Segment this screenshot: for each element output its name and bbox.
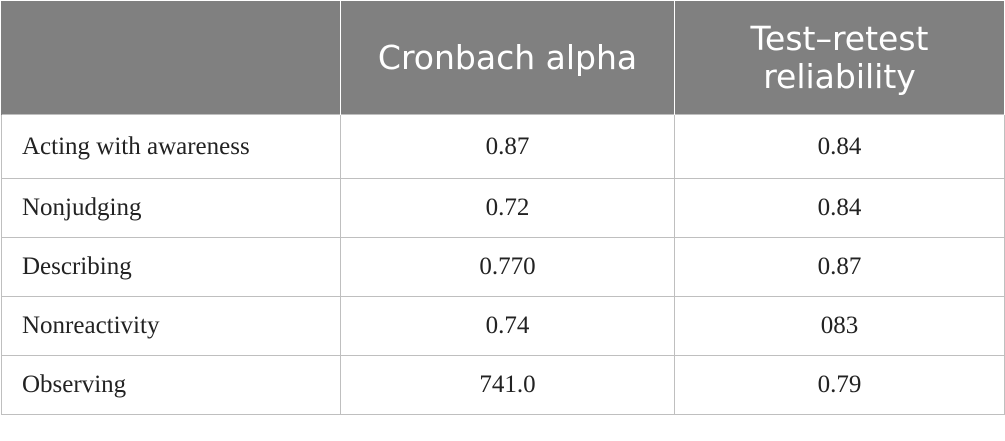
header-cell-test-retest: Test–retest reliability (674, 1, 1005, 115)
test-retest-value: 0.79 (674, 355, 1005, 415)
test-retest-value: 0.84 (674, 178, 1005, 238)
table-row: Nonreactivity 0.74 083 (1, 296, 1005, 356)
cronbach-alpha-value: 0.770 (340, 237, 675, 297)
cronbach-alpha-value: 741.0 (340, 355, 675, 415)
test-retest-value: 0.84 (674, 114, 1005, 179)
row-label: Describing (1, 237, 341, 297)
table-row: Observing 741.0 0.79 (1, 355, 1005, 415)
row-label: Observing (1, 355, 341, 415)
header-cell-empty (1, 1, 341, 115)
reliability-table: Cronbach alpha Test–retest reliability A… (1, 1, 1005, 415)
table-row: Describing 0.770 0.87 (1, 237, 1005, 297)
cronbach-alpha-value: 0.74 (340, 296, 675, 356)
table-row: Acting with awareness 0.87 0.84 (1, 114, 1005, 179)
row-label: Nonreactivity (1, 296, 341, 356)
table-body: Acting with awareness 0.87 0.84 Nonjudgi… (1, 114, 1005, 415)
cronbach-alpha-value: 0.87 (340, 114, 675, 179)
row-label: Nonjudging (1, 178, 341, 238)
header-row: Cronbach alpha Test–retest reliability (1, 1, 1005, 115)
test-retest-value: 083 (674, 296, 1005, 356)
table-header: Cronbach alpha Test–retest reliability (1, 1, 1005, 115)
cronbach-alpha-value: 0.72 (340, 178, 675, 238)
row-label: Acting with awareness (1, 114, 341, 179)
test-retest-value: 0.87 (674, 237, 1005, 297)
table-row: Nonjudging 0.72 0.84 (1, 178, 1005, 238)
header-cell-cronbach-alpha: Cronbach alpha (340, 1, 675, 115)
